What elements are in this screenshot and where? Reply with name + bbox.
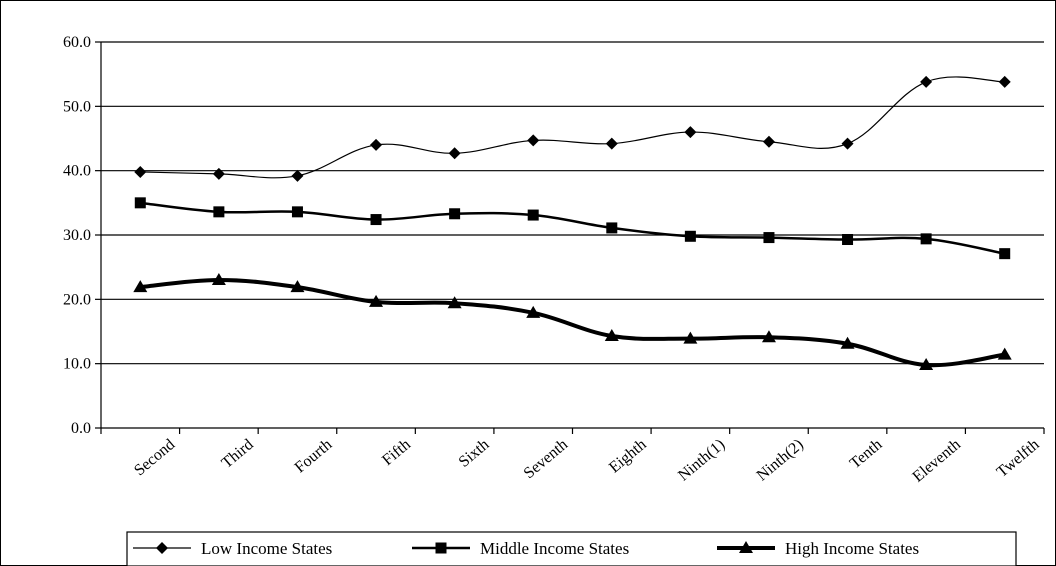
x-tick-label: Fifth xyxy=(379,436,414,469)
data-point-diamond xyxy=(684,126,697,139)
x-tick-label: Ninth(2) xyxy=(754,436,807,484)
data-point-triangle xyxy=(919,357,934,370)
legend-swatch-marker xyxy=(156,542,168,554)
data-point-diamond xyxy=(134,165,147,178)
data-point-triangle xyxy=(290,280,305,293)
data-point-triangle xyxy=(997,347,1012,360)
series-line xyxy=(140,76,1005,179)
data-point-square xyxy=(920,233,932,245)
legend-swatch-marker xyxy=(739,541,753,553)
data-point-square xyxy=(449,208,461,220)
data-point-triangle xyxy=(447,296,462,309)
series-middle-income-states xyxy=(134,197,1011,260)
data-point-diamond xyxy=(762,135,775,148)
x-tick-label: Ninth(1) xyxy=(675,436,728,484)
y-tick-label: 60.0 xyxy=(63,34,91,51)
data-point-diamond xyxy=(920,75,933,88)
legend-label: Low Income States xyxy=(201,539,332,558)
data-point-square xyxy=(213,206,225,218)
series-high-income-states xyxy=(133,273,1012,370)
x-tick-label: Third xyxy=(219,436,257,472)
x-tick-label: Second xyxy=(131,436,178,479)
data-point-diamond xyxy=(841,137,854,150)
data-point-square xyxy=(684,230,696,242)
data-point-square xyxy=(606,222,618,234)
data-point-square xyxy=(370,214,382,226)
x-tick-label: Seventh xyxy=(521,436,571,482)
data-point-triangle xyxy=(604,329,619,342)
legend-swatch-marker xyxy=(435,542,447,554)
data-point-triangle xyxy=(133,280,148,293)
x-axis-ticks: Second Third Fourth Fifth Sixth Seventh Eighth… xyxy=(100,428,1045,486)
x-tick-label: Sixth xyxy=(456,436,493,471)
data-point-triangle xyxy=(526,305,541,318)
legend-box xyxy=(126,531,1017,566)
data-point-square xyxy=(763,232,775,244)
series-group xyxy=(133,75,1012,370)
y-tick-label: 30.0 xyxy=(63,227,91,244)
data-point-square xyxy=(527,209,539,221)
legend-label: Middle Income States xyxy=(480,539,629,558)
data-point-triangle xyxy=(369,294,384,307)
legend-entry: Low Income States xyxy=(133,539,332,558)
data-point-square xyxy=(134,197,146,209)
data-point-square xyxy=(291,206,303,218)
x-tick-label: Twelfth xyxy=(994,436,1043,481)
y-tick-label: 20.0 xyxy=(63,291,91,308)
data-point-diamond xyxy=(291,169,304,182)
y-tick-label: 40.0 xyxy=(63,163,91,180)
gridlines xyxy=(101,41,1044,365)
data-point-diamond xyxy=(370,138,383,151)
y-tick-label: 50.0 xyxy=(63,98,91,115)
series-line xyxy=(140,201,1005,255)
series-low-income-states xyxy=(134,75,1011,182)
series-line xyxy=(140,278,1005,368)
y-axis-ticks: 0.0 10.0 20.0 30.0 40.0 50.0 60.0 xyxy=(63,34,101,437)
x-tick-label: Eighth xyxy=(606,436,650,476)
legend-entry: Middle Income States xyxy=(412,539,629,558)
data-point-diamond xyxy=(448,147,461,160)
data-point-diamond xyxy=(605,137,618,150)
data-point-diamond xyxy=(212,167,225,180)
data-point-square xyxy=(999,248,1011,260)
data-point-diamond xyxy=(998,75,1011,88)
x-tick-label: Fourth xyxy=(292,436,336,476)
data-point-triangle xyxy=(211,273,226,286)
y-tick-label: 10.0 xyxy=(63,356,91,373)
data-point-triangle xyxy=(683,331,698,344)
x-tick-label: Tenth xyxy=(847,436,886,472)
legend-entry: High Income States xyxy=(717,539,919,558)
data-point-diamond xyxy=(527,134,540,147)
data-point-square xyxy=(842,234,854,246)
data-point-triangle xyxy=(761,330,776,343)
legend-label: High Income States xyxy=(785,539,919,558)
legend: Low Income States Middle Income States Hig… xyxy=(126,531,1017,566)
data-point-triangle xyxy=(840,336,855,349)
y-tick-label: 0.0 xyxy=(71,420,91,437)
x-tick-label: Eleventh xyxy=(909,436,963,486)
